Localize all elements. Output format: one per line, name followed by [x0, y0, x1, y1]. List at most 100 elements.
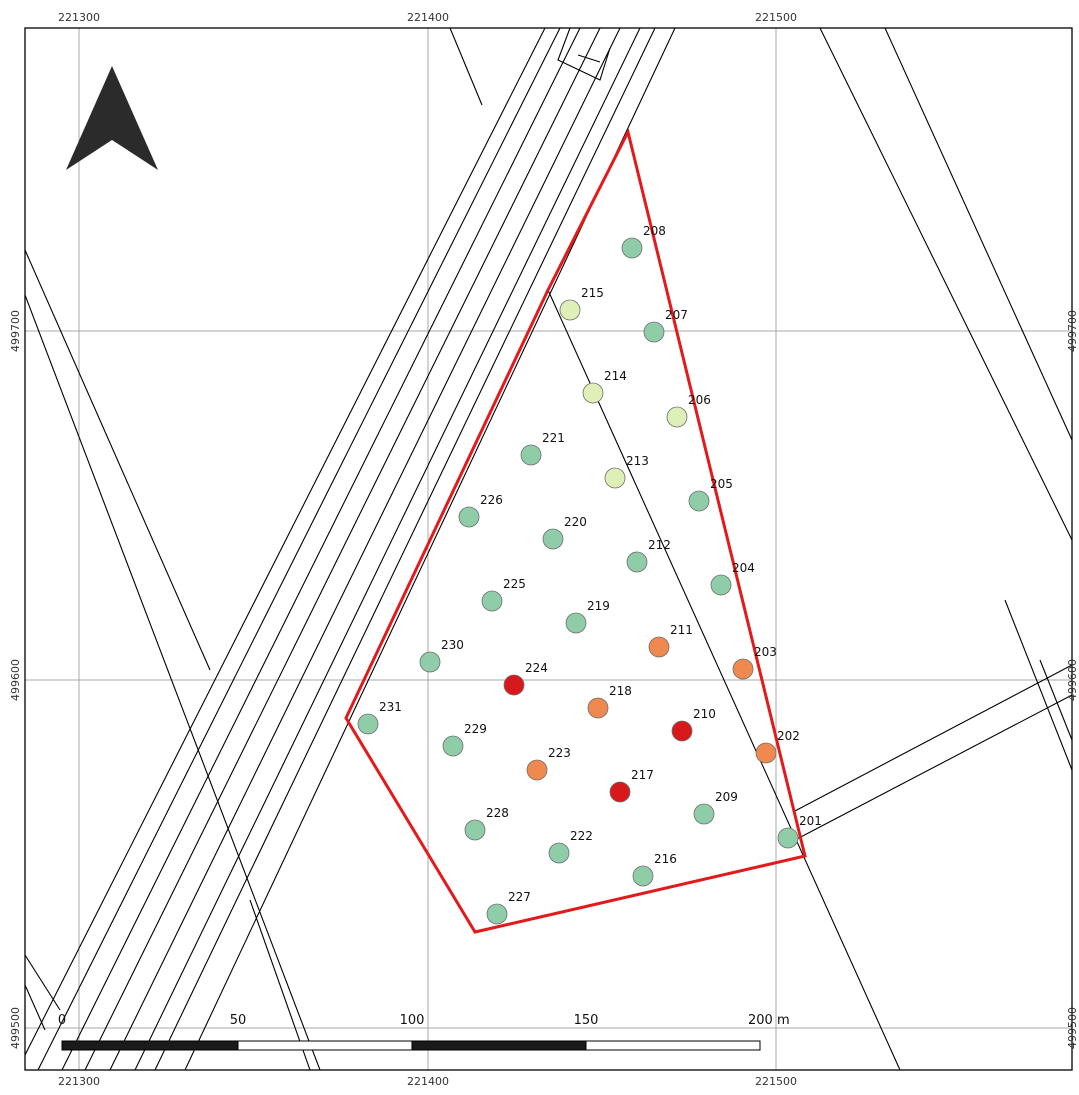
sample-point-218[interactable]: 218	[587, 684, 632, 719]
sample-point-label: 209	[715, 790, 738, 804]
sample-point-marker[interactable]	[587, 697, 609, 719]
sample-point-marker[interactable]	[582, 382, 604, 404]
sample-point-marker[interactable]	[458, 506, 480, 528]
sample-point-label: 201	[799, 814, 822, 828]
sample-point-221[interactable]: 221	[520, 431, 565, 466]
sample-point-label: 214	[604, 369, 627, 383]
sample-point-226[interactable]: 226	[458, 493, 503, 528]
sample-point-210[interactable]: 210	[671, 707, 716, 742]
sample-point-marker[interactable]	[503, 674, 525, 696]
bottom-coord-label: 221400	[407, 1075, 449, 1088]
sample-point-216[interactable]: 216	[632, 852, 677, 887]
sample-point-208[interactable]: 208	[621, 224, 666, 259]
sample-point-228[interactable]: 228	[464, 806, 509, 841]
sample-point-label: 216	[654, 852, 677, 866]
sample-point-marker[interactable]	[520, 444, 542, 466]
sample-point-213[interactable]: 213	[604, 454, 649, 489]
sample-point-212[interactable]: 212	[626, 538, 671, 573]
sample-point-marker[interactable]	[526, 759, 548, 781]
scale-label-0: 0	[58, 1013, 66, 1028]
sample-point-marker[interactable]	[565, 612, 587, 634]
sample-point-marker[interactable]	[442, 735, 464, 757]
scale-label-200: 200 m	[748, 1013, 790, 1028]
sample-point-label: 221	[542, 431, 565, 445]
sample-point-label: 212	[648, 538, 671, 552]
grid-lines	[25, 28, 1072, 1070]
sample-point-label: 226	[480, 493, 503, 507]
sample-point-220[interactable]: 220	[542, 515, 587, 550]
sample-point-214[interactable]: 214	[582, 369, 627, 404]
sample-point-202[interactable]: 202	[755, 729, 800, 764]
sample-point-204[interactable]: 204	[710, 561, 755, 596]
sample-point-marker[interactable]	[464, 819, 486, 841]
bottom-coord-label: 221300	[58, 1075, 100, 1088]
sample-point-marker[interactable]	[643, 321, 665, 343]
sample-point-marker[interactable]	[693, 803, 715, 825]
sample-point-marker[interactable]	[626, 551, 648, 573]
sample-point-209[interactable]: 209	[693, 790, 738, 825]
sample-point-211[interactable]: 211	[648, 623, 693, 658]
sample-point-label: 204	[732, 561, 755, 575]
sample-point-label: 217	[631, 768, 654, 782]
top-coord-label: 221300	[58, 11, 100, 24]
grid-coordinate-labels: 221300 221400 221500 221300 221400 22150…	[9, 11, 1079, 1088]
sample-point-marker[interactable]	[609, 781, 631, 803]
sample-point-marker[interactable]	[688, 490, 710, 512]
sample-point-label: 220	[564, 515, 587, 529]
sample-point-marker[interactable]	[732, 658, 754, 680]
sample-point-label: 203	[754, 645, 777, 659]
sample-point-marker[interactable]	[604, 467, 626, 489]
sample-point-marker[interactable]	[559, 299, 581, 321]
sample-point-219[interactable]: 219	[565, 599, 610, 634]
top-coord-label: 221500	[755, 11, 797, 24]
sample-point-marker[interactable]	[666, 406, 688, 428]
sample-point-marker[interactable]	[632, 865, 654, 887]
sample-point-marker[interactable]	[357, 713, 379, 735]
sample-point-label: 218	[609, 684, 632, 698]
sample-point-marker[interactable]	[671, 720, 693, 742]
sample-point-227[interactable]: 227	[486, 890, 531, 925]
sample-point-label: 224	[525, 661, 548, 675]
sample-point-201[interactable]: 201	[777, 814, 822, 849]
sample-point-marker[interactable]	[648, 636, 670, 658]
sample-point-231[interactable]: 231	[357, 700, 402, 735]
sample-point-222[interactable]: 222	[548, 829, 593, 864]
study-area-boundary[interactable]	[344, 127, 807, 934]
sample-point-224[interactable]: 224	[503, 661, 548, 696]
sample-point-marker[interactable]	[777, 827, 799, 849]
left-coord-label: 499600	[9, 659, 22, 701]
sample-point-215[interactable]: 215	[559, 286, 604, 321]
sample-point-marker[interactable]	[542, 528, 564, 550]
sample-point-225[interactable]: 225	[481, 577, 526, 612]
sample-point-marker[interactable]	[710, 574, 732, 596]
right-coord-label: 499500	[1066, 1007, 1079, 1049]
sample-point-label: 229	[464, 722, 487, 736]
sample-point-223[interactable]: 223	[526, 746, 571, 781]
sample-point-230[interactable]: 230	[419, 638, 464, 673]
sample-point-marker[interactable]	[419, 651, 441, 673]
sample-point-207[interactable]: 207	[643, 308, 688, 343]
sample-point-label: 215	[581, 286, 604, 300]
scale-label-100: 100	[400, 1013, 425, 1028]
sample-point-label: 213	[626, 454, 649, 468]
bottom-coord-label: 221500	[755, 1075, 797, 1088]
sample-point-marker[interactable]	[548, 842, 570, 864]
left-coord-label: 499500	[9, 1007, 22, 1049]
sample-point-marker[interactable]	[621, 237, 643, 259]
sample-point-marker[interactable]	[481, 590, 503, 612]
sample-point-marker[interactable]	[486, 903, 508, 925]
parcel-lines	[25, 28, 1072, 1070]
sample-point-206[interactable]: 206	[666, 393, 711, 428]
sample-point-203[interactable]: 203	[732, 645, 777, 680]
sample-point-229[interactable]: 229	[442, 722, 487, 757]
sample-point-217[interactable]: 217	[609, 768, 654, 803]
sample-point-marker[interactable]	[755, 742, 777, 764]
sample-point-label: 223	[548, 746, 571, 760]
scale-bar: 0 50 100 150 200 m	[58, 1013, 790, 1051]
scale-label-150: 150	[574, 1013, 599, 1028]
sample-point-label: 227	[508, 890, 531, 904]
sample-point-label: 230	[441, 638, 464, 652]
sample-point-205[interactable]: 205	[688, 477, 733, 512]
right-coord-label: 499700	[1066, 310, 1079, 352]
